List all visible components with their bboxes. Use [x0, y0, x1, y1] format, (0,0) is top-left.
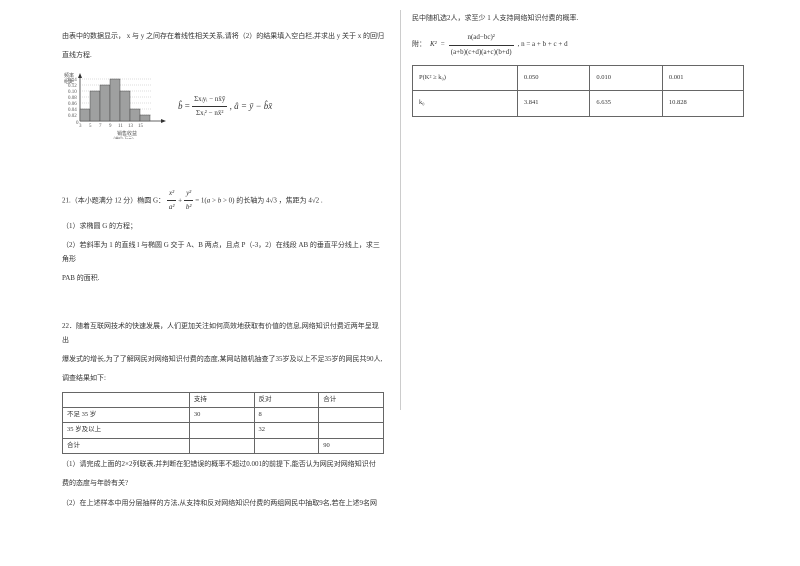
- table-row: 不足 35 岁 30 8: [63, 407, 384, 422]
- q21-stem: 21.（本小题满分 12 分）椭圆 G： x²a² + y²b² = 1(a >…: [62, 187, 384, 215]
- table-row: 35 岁及以上 32: [63, 423, 384, 438]
- th-support: 支持: [189, 392, 254, 407]
- k2-suffix: , n = a + b + c + d: [518, 38, 568, 51]
- table-row: P(K² ≥ k₀) 0.050 0.010 0.001: [413, 65, 744, 90]
- k2-num: n(ad−bc)²: [449, 31, 514, 45]
- q21-ellipse-frac: x²a²: [167, 187, 177, 215]
- formula-suffix: , â = ȳ − b̂x̄: [230, 101, 273, 111]
- svg-text:11: 11: [118, 124, 123, 129]
- q22-line2: 爆发式的增长,为了了解网民对网络知识付费的态度,某网站随机抽查了35岁及以上不足…: [62, 353, 384, 366]
- table-row: 合计 90: [63, 438, 384, 453]
- svg-text:（单位:万元): （单位:万元): [111, 135, 134, 139]
- q22-sub1b: 费的态度与年龄有关?: [62, 477, 384, 490]
- question-22: 22．随着互联网技术的快速发展，人们更加关注如何高效地获取有价值的信息,网络知识…: [62, 320, 384, 509]
- formula-numerator: Σxᵢyᵢ − nx̄ȳ: [192, 93, 227, 107]
- q22-continuation: 民中随机选2人，求至少 1 人支持网络知识付费的概率.: [412, 12, 744, 25]
- svg-text:13: 13: [128, 124, 134, 129]
- svg-text:9: 9: [109, 124, 112, 129]
- chart-formula-block: 频率 组距 0.14 0.12 0.10 0.08 0.06 0.04 0.02…: [62, 69, 384, 139]
- intro-line-2: 直线方程.: [62, 49, 384, 62]
- attachment-formula: 附： K² = n(ad−bc)² (a+b)(c+d)(a+c)(b+d) ,…: [412, 31, 744, 59]
- q22-sub2: （2）在上述样本中用分层抽样的方法,从支持和反对网络知识付费的两组网民中抽取9名…: [62, 497, 384, 510]
- regression-formula: b̂ = Σxᵢyᵢ − nx̄ȳ Σxᵢ² − nx̄² , â = ȳ − …: [178, 93, 272, 121]
- svg-text:0.14: 0.14: [68, 78, 77, 83]
- left-column: 由表中的数据显示， x 与 y 之间存在着线性相关关系,请将（2）的结果填入空白…: [0, 0, 400, 566]
- histogram-chart: 频率 组距 0.14 0.12 0.10 0.08 0.06 0.04 0.02…: [62, 69, 172, 139]
- intro-line-1: 由表中的数据显示， x 与 y 之间存在着线性相关关系,请将（2）的结果填入空白…: [62, 30, 384, 43]
- svg-text:0.08: 0.08: [68, 96, 77, 101]
- table-row: k₀ 3.841 6.635 10.828: [413, 91, 744, 116]
- svg-text:5: 5: [89, 124, 92, 129]
- k2-den: (a+b)(c+d)(a+c)(b+d): [449, 46, 514, 59]
- q21-sub2a: （2）若斜率为 1 的直线 l 与椭圆 G 交于 A、B 两点，且点 P（-3，…: [62, 239, 384, 266]
- th-total: 合计: [319, 392, 384, 407]
- th-blank: [63, 392, 190, 407]
- svg-text:15: 15: [138, 124, 144, 129]
- q21-sub1: （1）求椭圆 G 的方程；: [62, 220, 384, 233]
- table-row: 支持 反对 合计: [63, 392, 384, 407]
- q22-line1: 22．随着互联网技术的快速发展，人们更加关注如何高效地获取有价值的信息,网络知识…: [62, 320, 384, 347]
- svg-text:0.12: 0.12: [68, 84, 77, 89]
- q21-line1b: 的长轴为 4√3 ，焦距为 4√2 .: [236, 196, 322, 204]
- svg-text:7: 7: [99, 124, 102, 129]
- th-oppose: 反对: [254, 392, 319, 407]
- q21-sub2b: PAB 的面积.: [62, 272, 384, 285]
- q22-sub1a: （1）请完成上面的2×2列联表,并判断在犯错误的概率不超过0.001的前提下,能…: [62, 458, 384, 471]
- svg-text:3: 3: [79, 124, 82, 129]
- q21-ellipse-frac2: y²b²: [184, 187, 194, 215]
- reference-table: P(K² ≥ k₀) 0.050 0.010 0.001 k₀ 3.841 6.…: [412, 65, 744, 117]
- attach-label: 附：: [412, 38, 426, 51]
- q21-line1: 21.（本小题满分 12 分）椭圆 G：: [62, 196, 165, 204]
- svg-text:0.02: 0.02: [68, 114, 77, 119]
- page-container: 由表中的数据显示， x 与 y 之间存在着线性相关关系,请将（2）的结果填入空白…: [0, 0, 800, 566]
- svg-text:0.10: 0.10: [68, 90, 77, 95]
- survey-table: 支持 反对 合计 不足 35 岁 30 8 35 岁及以上 32: [62, 392, 384, 454]
- question-21: 21.（本小题满分 12 分）椭圆 G： x²a² + y²b² = 1(a >…: [62, 187, 384, 286]
- q22-line3: 调查结果如下:: [62, 372, 384, 385]
- formula-denominator: Σxᵢ² − nx̄²: [192, 107, 227, 120]
- svg-text:0.06: 0.06: [68, 102, 77, 107]
- right-column: 民中随机选2人，求至少 1 人支持网络知识付费的概率. 附： K² = n(ad…: [400, 0, 800, 566]
- svg-text:0.04: 0.04: [68, 108, 77, 113]
